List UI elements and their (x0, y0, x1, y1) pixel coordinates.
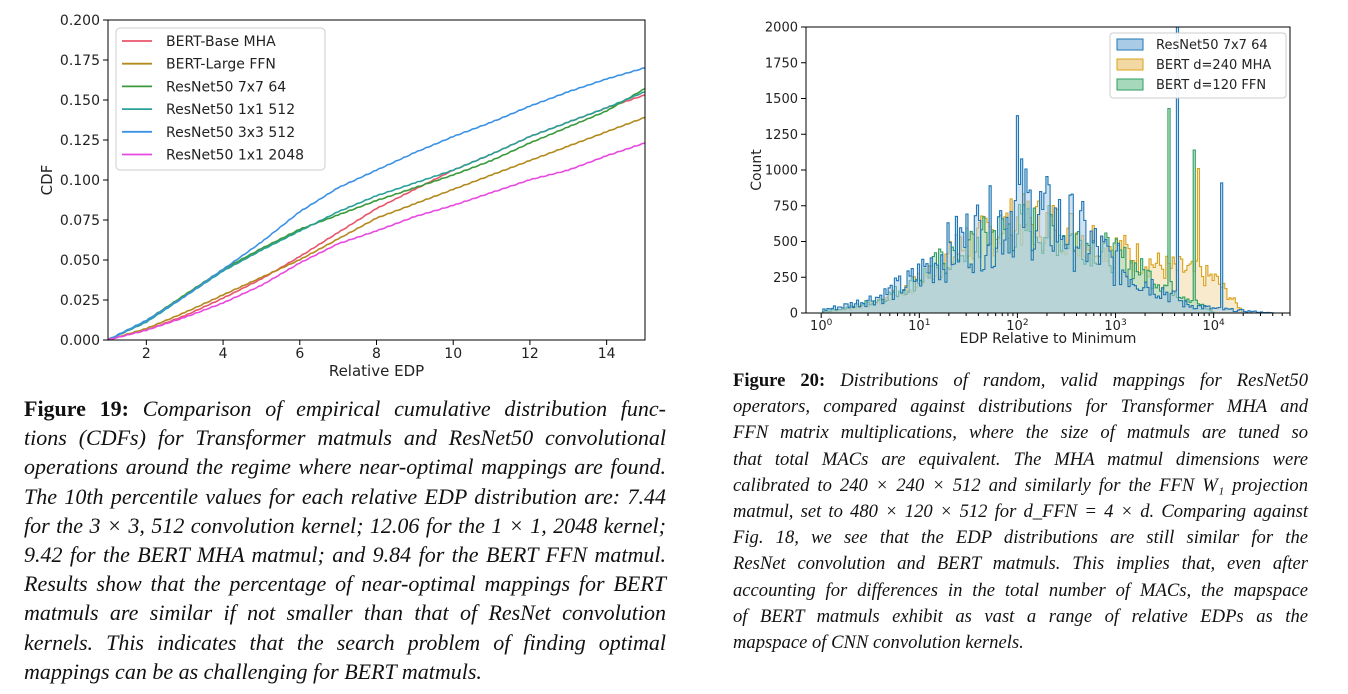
y-tick-label: 0.100 (60, 173, 100, 189)
legend-label: ResNet50 1x1 2048 (166, 148, 304, 164)
figure-19-caption-line: tions (CDFs) for Transformer matmuls and… (24, 425, 666, 451)
figure-20-caption-line: operators, compared against distribution… (733, 396, 1308, 418)
x-tick-label: 14 (598, 346, 616, 362)
figure-19-caption: Figure 19: Comparison of empirical cumul… (24, 394, 666, 686)
legend-label: ResNet50 7x7 64 (1156, 38, 1268, 53)
y-tick-label: 1750 (765, 56, 798, 71)
figure-19-caption-label: Figure 19: (24, 396, 143, 421)
figure-20-caption-line: calibrated to 240 × 240 × 512 and simila… (733, 474, 1308, 496)
legend-label: ResNet50 1x1 512 (166, 102, 295, 118)
x-axis-label: EDP Relative to Minimum (960, 331, 1137, 347)
x-tick-label: 6 (295, 346, 304, 362)
y-tick-label: 0.150 (60, 93, 100, 109)
figure-20-caption-line: that total MACs are equivalent. The MHA … (733, 448, 1308, 470)
y-tick-label: 0.000 (60, 333, 100, 349)
x-axis-label: Relative EDP (329, 362, 424, 380)
y-tick-label: 500 (773, 235, 798, 250)
y-tick-label: 0.200 (60, 13, 100, 29)
cdf-line-1 (107, 116, 646, 341)
x-tick-label: 4 (219, 346, 228, 362)
figure-20-caption: Figure 20: Distributions of random, vali… (733, 368, 1308, 656)
y-tick-label: 0.025 (60, 293, 100, 309)
y-tick-label: 0 (790, 307, 798, 322)
legend-label: BERT-Large FFN (166, 57, 276, 73)
legend-label: BERT d=120 FFN (1156, 78, 1266, 93)
figure-19-caption-line: operations around the regime where near-… (24, 454, 666, 480)
hist-series-0 (806, 26, 1290, 314)
y-tick-label: 0.175 (60, 53, 100, 69)
figure-20-caption-line: Fig. 18, we see that the EDP distributio… (733, 527, 1308, 549)
figure-19-caption-line: Figure 19: Comparison of empirical cumul… (24, 396, 666, 421)
figure-19-caption-line: kernels. This indicates that the search … (24, 629, 666, 655)
y-tick-label: 1500 (765, 92, 798, 107)
x-tick-label: 101 (908, 318, 930, 334)
legend: BERT-Base MHA BERT-Large FFN ResNet50 7x7 … (115, 27, 326, 171)
figure-19-caption-line: for the 3 × 3, 512 convolution kernel; 1… (24, 512, 666, 538)
y-tick-label: 2000 (765, 21, 798, 36)
legend-label: ResNet50 3x3 512 (166, 125, 295, 141)
legend-box (1109, 32, 1287, 99)
figure-20-caption-line: mapspace of CNN convolution kernels. (733, 632, 1024, 654)
figure-20-caption-line: matmul, set to 480 × 120 × 512 for d_FFN… (733, 501, 1308, 523)
x-tick-label: 100 (810, 318, 833, 334)
histogram-chart: 100 101 102 103 104 0 250 500 750 1000 1250 1500 175… (749, 21, 1291, 347)
y-axis-label: CDF (38, 165, 56, 196)
figure-20-caption-line: FFN matrix multiplications, where the si… (733, 422, 1308, 444)
y-tick-label: 0.075 (60, 213, 100, 229)
x-tick-label: 2 (142, 346, 151, 362)
cdf-line-2 (107, 88, 646, 341)
legend: ResNet50 7x7 64 BERT d=240 MHA BERT d=120 … (1109, 32, 1287, 99)
x-tick-label: 10 (444, 346, 462, 362)
figure-20-caption-line: of BERT matmuls exhibit as vast a range … (733, 605, 1308, 627)
x-tick-label: 104 (1203, 318, 1226, 334)
figure-20-caption-label: Figure 20: (733, 370, 841, 391)
figure-19-caption-line: matmuls are similar if not smaller than … (24, 600, 666, 626)
figure-20-caption-line: Figure 20: Distributions of random, vali… (733, 370, 1308, 391)
legend-label: BERT d=240 MHA (1156, 58, 1271, 73)
y-tick-label: 0.050 (60, 253, 100, 269)
figure-20-caption-line: ResNet convolution and BERT matmuls. Thi… (733, 553, 1308, 575)
cdf-line-5 (107, 142, 646, 341)
y-tick-label: 1250 (765, 128, 798, 143)
cdf-chart: 2 4 6 8 10 12 14 0.000 0.025 0.050 0.075 0.100 0.125… (38, 13, 646, 380)
figure-19-caption-line: Results show that the percentage of near… (24, 571, 666, 597)
y-tick-label: 750 (773, 199, 798, 214)
legend-box (115, 27, 326, 171)
figure-19-caption-line: The 10th percentile values for each rela… (24, 483, 666, 509)
legend-swatch (1116, 38, 1144, 51)
y-tick-label: 0.125 (60, 133, 100, 149)
x-tick-label: 102 (1006, 318, 1028, 334)
figure-20-caption-line: accounting for differences in the total … (733, 579, 1308, 601)
y-axis-label: Count (749, 149, 765, 191)
x-tick-label: 8 (372, 346, 381, 362)
cdf-line-4 (107, 67, 646, 341)
legend-swatch (1116, 78, 1144, 91)
x-tick-label: 12 (521, 346, 539, 362)
y-tick-label: 250 (773, 271, 798, 286)
figure-19-caption-line: mappings can be as challenging for BERT … (24, 658, 482, 684)
x-tick-label: 103 (1104, 318, 1126, 334)
y-tick-label: 1000 (765, 164, 798, 179)
legend-swatch (1116, 58, 1144, 71)
legend-label: BERT-Base MHA (166, 34, 276, 50)
figure-19-caption-line: 9.42 for the BERT MHA matmul; and 9.84 f… (24, 542, 666, 568)
legend-label: ResNet50 7x7 64 (166, 79, 286, 95)
